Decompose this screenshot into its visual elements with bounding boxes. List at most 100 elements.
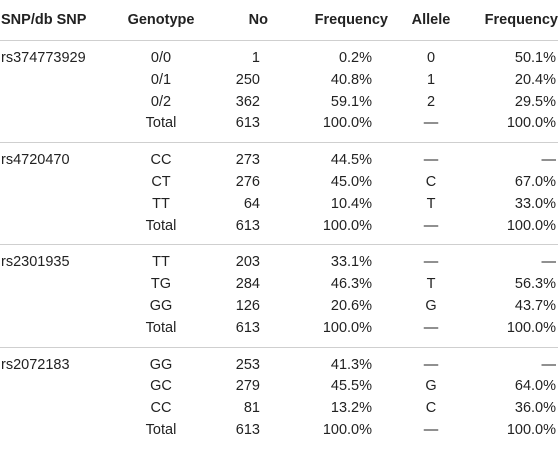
table-row: CC 81 13.2% C 36.0% [0,398,558,420]
genotype-cell: CT [151,173,171,190]
allele-frequency-cell: 20.4% [514,71,556,88]
allele-cell: — [388,215,474,246]
table-row: TT 64 10.4% T 33.0% [0,194,558,216]
snp-id-cell [0,296,110,318]
count-cell: 362 [235,93,260,110]
genotype-cell: Total [145,421,177,438]
count-cell: 126 [235,297,260,314]
snp-id-cell: rs2072183 [1,356,70,373]
header-no: No [212,0,268,41]
header-frequency: Frequency [268,0,388,41]
count-cell: 613 [235,421,260,438]
genotype-cell: 0/0 [150,50,172,66]
header-genotype: Genotype [110,0,212,41]
table-body: rs374773929 0/0 1 0.2% 0 50.1% 0/1 250 4… [0,41,558,449]
frequency-cell: 100.0% [322,421,372,438]
allele-frequency-cell: 100.0% [474,317,558,348]
frequency-cell: 100.0% [268,113,388,144]
frequency-cell: 44.5% [330,152,372,169]
frequency-cell: 10.4% [330,195,372,212]
snp-id-cell [0,317,110,348]
snp-id-cell: rs374773929 [1,50,86,66]
allele-frequency-cell: 100.0% [474,215,558,246]
table-row: CT 276 45.0% C 67.0% [0,172,558,194]
snp-id-cell [0,376,110,398]
allele-cell: T [426,195,436,212]
genotype-cell: Total [110,317,212,348]
allele-cell: — [423,356,439,373]
allele-cell: C [425,173,437,190]
header-row: SNP/db SNP Genotype No Frequency Allele … [0,0,558,41]
genotype-cell: TG [150,276,172,293]
allele-frequency-cell: 56.3% [514,276,556,293]
allele-cell: — [388,113,474,144]
table-row: 0/1 250 40.8% 1 20.4% [0,70,558,92]
snp-id-cell [0,194,110,216]
allele-frequency-cell: 29.5% [514,93,556,110]
header-allele-frequency: Frequency [474,0,558,41]
frequency-cell: 41.3% [330,356,372,373]
table-row: rs2301935 TT 203 33.1% — — [0,245,558,274]
allele-cell: G [425,297,437,314]
allele-cell: G [425,378,437,395]
count-cell: 613 [212,317,268,348]
snp-id-cell [0,274,110,296]
allele-cell: — [423,421,439,438]
table-row: GC 279 45.5% G 64.0% [0,376,558,398]
count-cell: 64 [243,195,260,212]
snp-id-cell [0,113,110,144]
table-row-total: Total 613 100.0% — 100.0% [0,420,558,449]
genotype-cell: GC [150,378,172,395]
count-cell: 250 [235,71,260,88]
count-cell: 284 [235,276,260,293]
count-cell: 1 [251,50,260,66]
allele-frequency-cell: — [541,356,557,373]
count-cell: 273 [235,152,260,169]
allele-frequency-cell: 33.0% [514,195,556,212]
allele-cell: — [388,317,474,348]
frequency-cell: 33.1% [330,254,372,271]
genotype-cell: TT [152,254,170,271]
allele-frequency-cell: — [541,152,557,169]
allele-frequency-cell: 50.1% [514,50,556,66]
table-row: rs4720470 CC 273 44.5% — — [0,143,558,172]
allele-cell: C [425,400,437,417]
frequency-cell: 45.0% [330,173,372,190]
header-allele: Allele [388,0,474,41]
frequency-cell: 45.5% [330,378,372,395]
count-cell: 81 [243,400,260,417]
allele-frequency-cell: 100.0% [474,113,558,144]
genotype-cell: GG [149,356,173,373]
allele-cell: — [423,254,439,271]
frequency-cell: 59.1% [330,93,372,110]
genotype-cell: CC [150,400,172,417]
genotype-cell: Total [110,215,212,246]
snp-id-cell: rs4720470 [1,152,70,169]
count-cell: 276 [235,173,260,190]
table-row: rs374773929 0/0 1 0.2% 0 50.1% [0,41,558,70]
allele-frequency-cell: 64.0% [514,378,556,395]
frequency-cell: 13.2% [330,400,372,417]
snp-id-cell [0,172,110,194]
snp-id-cell [0,398,110,420]
genotype-cell: Total [110,113,212,144]
table-row-total: Total 613 100.0% — 100.0% [0,215,558,246]
allele-cell: — [423,152,439,169]
frequency-cell: 0.2% [338,50,372,66]
frequency-cell: 20.6% [330,297,372,314]
count-cell: 613 [212,113,268,144]
snp-id-cell [0,215,110,246]
frequency-cell: 40.8% [330,71,372,88]
frequency-cell: 100.0% [268,215,388,246]
allele-cell: 1 [426,71,436,88]
count-cell: 253 [235,356,260,373]
snp-id-cell: rs2301935 [1,254,70,271]
count-cell: 279 [235,378,260,395]
table-header: SNP/db SNP Genotype No Frequency Allele … [0,0,558,41]
snp-id-cell [0,92,110,114]
count-cell: 203 [235,254,260,271]
snp-id-cell [0,420,110,449]
genotype-cell: 0/2 [150,93,172,110]
genotype-cell: TT [152,195,170,212]
